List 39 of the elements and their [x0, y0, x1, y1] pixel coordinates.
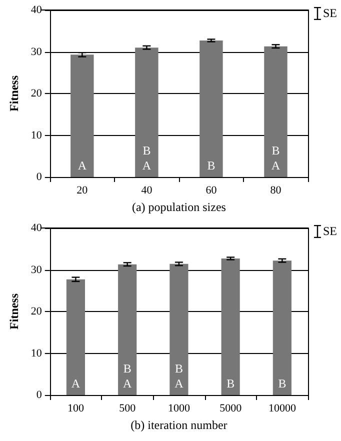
data-label: B A — [122, 362, 132, 390]
y-tick-label: 0 — [36, 171, 42, 183]
y-axis-title: Fitness — [7, 75, 21, 112]
x-tick-label: 40 — [141, 184, 153, 196]
y-tick-label: 40 — [30, 4, 42, 16]
x-tick-label: 500 — [119, 402, 136, 414]
y-tick-label: 30 — [30, 46, 42, 58]
bar — [221, 258, 240, 395]
data-label: B — [278, 376, 286, 390]
x-tick-label: 20 — [76, 184, 88, 196]
y-tick-label: 0 — [36, 389, 42, 401]
data-label: B — [207, 158, 216, 172]
x-tick-label: 10000 — [268, 402, 296, 414]
y-tick-label: 30 — [30, 264, 42, 276]
y-tick-label: 10 — [30, 129, 42, 142]
data-label: B A — [142, 144, 152, 172]
x-tick-label: 80 — [270, 184, 282, 196]
y-tick-label: 20 — [30, 88, 42, 100]
data-label: A — [78, 158, 87, 172]
text: SE — [322, 224, 337, 239]
bar — [66, 279, 85, 395]
y-axis-title: Fitness — [7, 293, 21, 330]
text: SE — [322, 6, 337, 21]
data-label: B A — [174, 362, 184, 390]
x-tick-label: 1000 — [168, 402, 190, 414]
x-tick-label: 60 — [206, 184, 218, 196]
data-label: B — [226, 376, 235, 390]
x-axis-title: (a) population sizes — [132, 200, 226, 214]
bar — [170, 264, 188, 395]
bar — [118, 264, 137, 395]
x-tick-label: 100 — [67, 402, 84, 414]
x-axis-title: (b) iteration number — [130, 418, 228, 432]
y-tick-label: 10 — [30, 347, 42, 360]
x-tick-label: 5000 — [220, 402, 242, 414]
bar — [272, 260, 292, 395]
data-label: A — [71, 376, 80, 390]
y-tick-label: 20 — [30, 306, 42, 318]
y-tick-label: 40 — [30, 222, 42, 234]
data-label: B A — [271, 144, 280, 172]
